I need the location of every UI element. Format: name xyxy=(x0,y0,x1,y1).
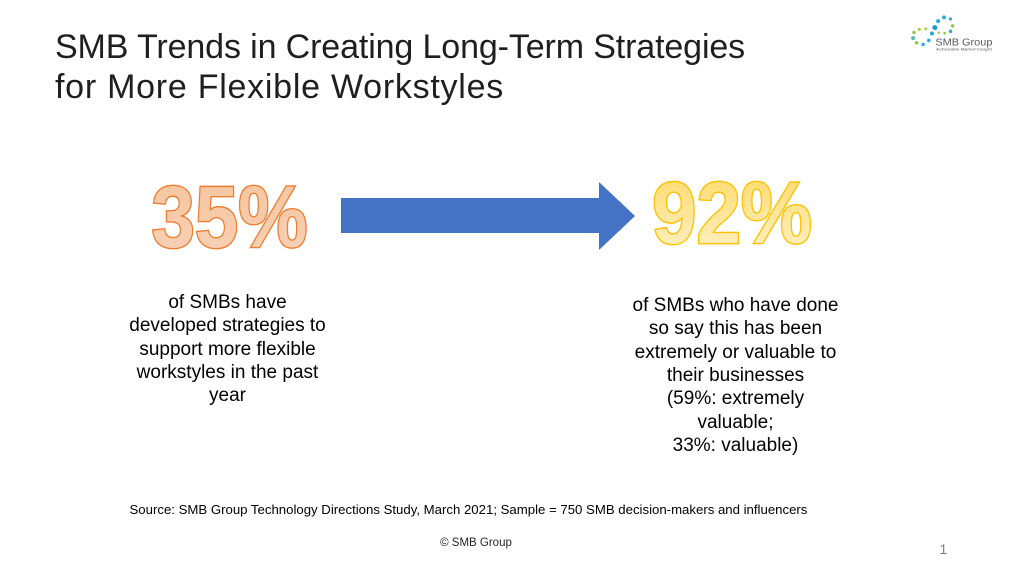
svg-text:Actionable Market Insight: Actionable Market Insight xyxy=(936,48,993,52)
svg-text:SMB Group: SMB Group xyxy=(935,38,992,49)
svg-text:35%: 35% xyxy=(152,169,308,266)
svg-text:92%: 92% xyxy=(652,165,812,262)
